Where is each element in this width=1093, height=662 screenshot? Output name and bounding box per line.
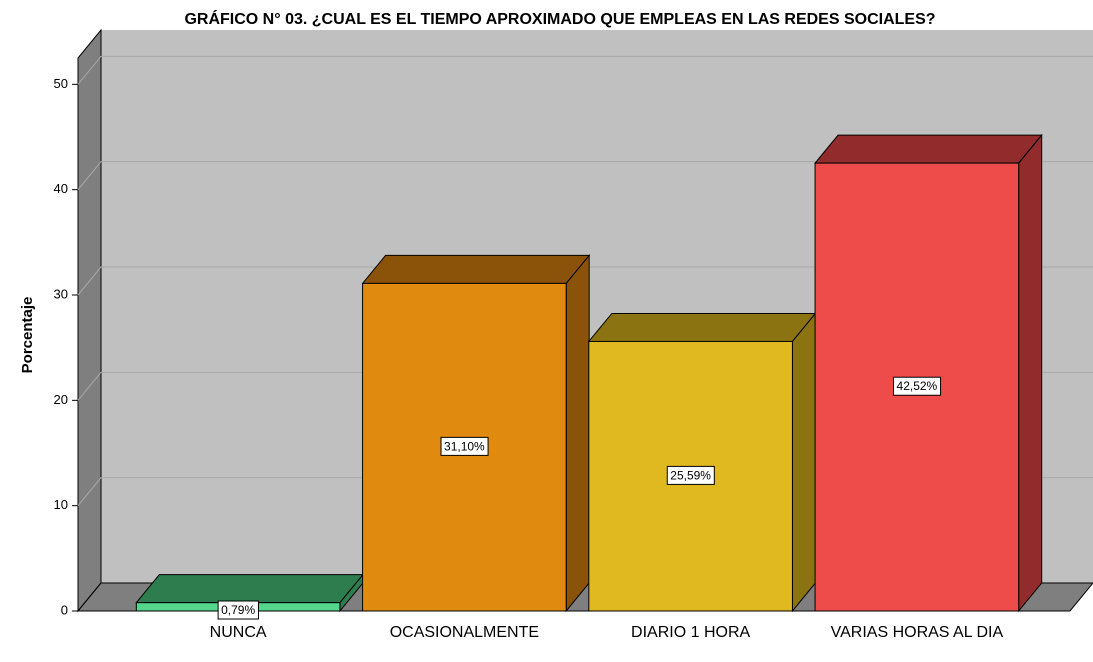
bar-top bbox=[361, 254, 591, 284]
bar-side bbox=[1018, 133, 1043, 613]
x-tick-label: OCASIONALMENTE bbox=[390, 624, 539, 641]
y-tick-label: 40 bbox=[54, 181, 68, 196]
grid-line bbox=[77, 266, 1093, 296]
bar-top bbox=[135, 574, 364, 604]
y-tick-label: 20 bbox=[54, 392, 68, 407]
value-label-box bbox=[440, 436, 489, 456]
y-tick-label: 30 bbox=[54, 286, 68, 301]
grid-line bbox=[77, 55, 1093, 85]
value-label: 42,52% bbox=[897, 379, 938, 393]
bar-top bbox=[814, 134, 1043, 164]
value-label: 0,79% bbox=[221, 603, 255, 617]
chart-title: GRÁFICO N° 03. ¿CUAL ES EL TIEMPO APROXI… bbox=[184, 9, 935, 28]
x-tick-label: NUNCA bbox=[210, 624, 267, 641]
y-tick-label: 10 bbox=[54, 497, 68, 512]
bar-side bbox=[565, 254, 590, 613]
value-label: 31,10% bbox=[444, 439, 485, 453]
x-tick-label: DIARIO 1 HORA bbox=[631, 624, 750, 641]
y-tick-label: 0 bbox=[61, 602, 68, 617]
grid-line bbox=[77, 161, 1093, 190]
x-tick-label: VARIAS HORAS AL DIA bbox=[831, 624, 1004, 641]
value-label-box bbox=[893, 376, 942, 396]
value-label-box bbox=[666, 465, 715, 485]
y-axis-label: Porcentaje bbox=[19, 297, 36, 374]
value-label-box bbox=[217, 600, 259, 620]
side-wall bbox=[77, 28, 102, 613]
bar-top bbox=[587, 312, 817, 342]
bar-side bbox=[791, 312, 816, 613]
y-tick-label: 50 bbox=[54, 76, 68, 91]
value-label: 25,59% bbox=[670, 468, 711, 482]
